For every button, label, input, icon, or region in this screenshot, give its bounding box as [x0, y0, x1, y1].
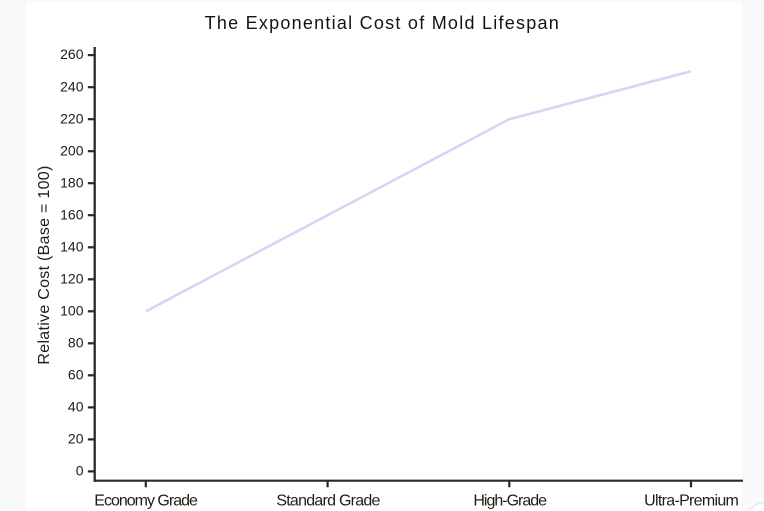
svg-text:Ultra-Premium: Ultra-Premium	[644, 493, 738, 510]
svg-text:The Exponential Cost of Mold L: The Exponential Cost of Mold Lifespan	[205, 13, 560, 33]
svg-text:High-Grade: High-Grade	[473, 493, 547, 510]
svg-text:20: 20	[68, 431, 84, 447]
svg-text:120: 120	[60, 270, 84, 286]
svg-text:180: 180	[60, 174, 84, 190]
svg-text:260: 260	[60, 46, 84, 62]
svg-text:140: 140	[60, 238, 84, 254]
svg-text:40: 40	[68, 399, 84, 415]
svg-text:Economy Grade: Economy Grade	[94, 493, 198, 510]
svg-text:Relative Cost (Base = 100): Relative Cost (Base = 100)	[36, 165, 53, 364]
svg-text:60: 60	[68, 366, 84, 382]
svg-text:160: 160	[60, 206, 84, 222]
svg-text:80: 80	[68, 334, 84, 350]
svg-text:200: 200	[60, 142, 84, 158]
svg-text:220: 220	[60, 110, 84, 126]
svg-text:240: 240	[60, 78, 84, 94]
svg-text:Standard Grade: Standard Grade	[276, 493, 380, 510]
svg-text:0: 0	[76, 463, 84, 479]
svg-text:100: 100	[60, 302, 84, 318]
